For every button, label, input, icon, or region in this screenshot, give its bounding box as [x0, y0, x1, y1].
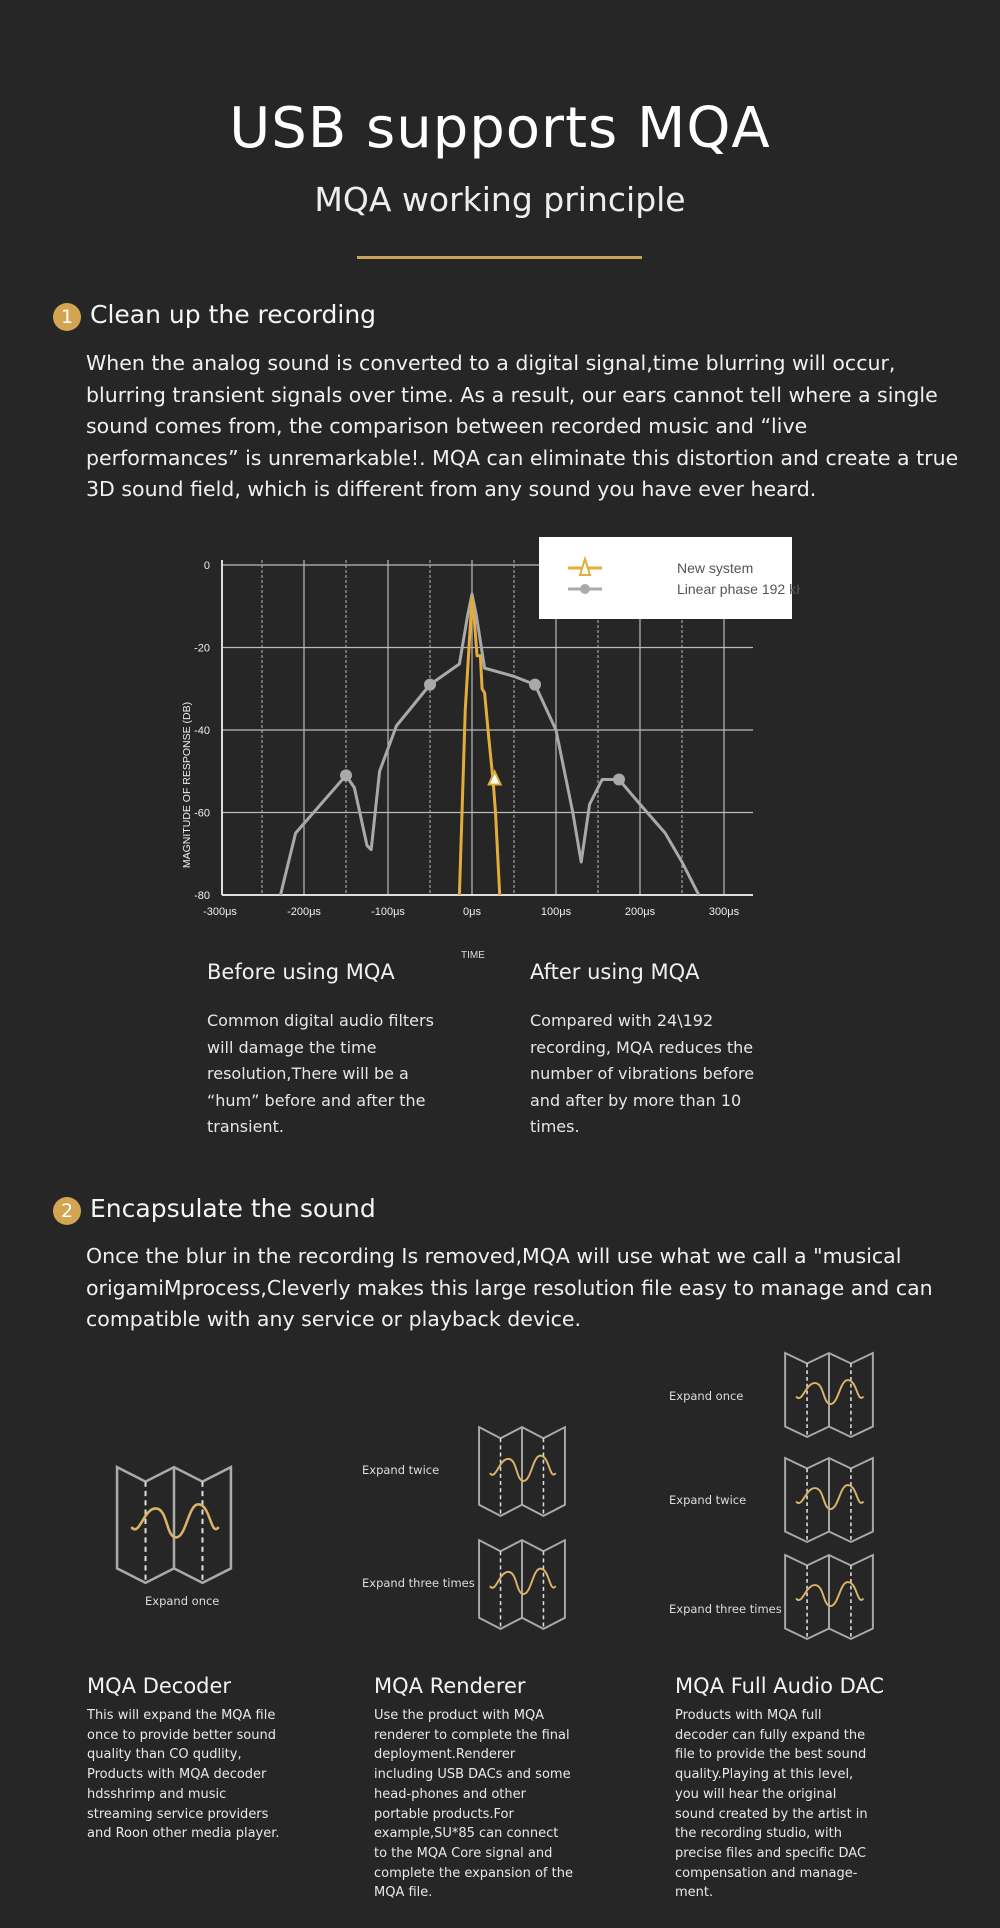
x-tick-label: -300μs	[203, 906, 237, 918]
renderer-text: Use the product with MQA renderer to com…	[374, 1708, 573, 1901]
before-text: Common digital audio filters will damage…	[207, 1011, 434, 1136]
y-tick-label: 0	[204, 560, 210, 572]
before-heading: Before using MQA	[207, 960, 395, 984]
x-tick-label: 200μs	[625, 906, 656, 918]
full-dac-text: Products with MQA full decoder can fully…	[675, 1708, 868, 1901]
folded-file-icon	[476, 1424, 568, 1519]
page-subtitle: MQA working principle	[314, 180, 686, 219]
legend: New system Linear phase 192 kHz	[539, 537, 800, 619]
label-expand-once: Expand once	[145, 1594, 220, 1608]
y-tick-label: -60	[194, 808, 210, 820]
step-badge-1: 1	[53, 303, 81, 331]
label-expand-once: Expand once	[669, 1389, 744, 1403]
x-tick-label: -200μs	[287, 906, 321, 918]
y-axis-label: MAGNITUDE OF RESPONSE (DB)	[181, 702, 193, 868]
after-text: Compared with 24\192 recording, MQA redu…	[530, 1011, 755, 1136]
legend-linear-phase: Linear phase 192 kHz	[677, 581, 800, 597]
folded-file-icon	[782, 1455, 876, 1545]
data-point	[487, 769, 503, 786]
circle-marker-icon	[580, 584, 590, 594]
x-tick-label: 300μs	[709, 906, 740, 918]
y-tick-label: -20	[194, 643, 210, 655]
data-point	[340, 769, 352, 782]
section-paragraph-1: When the analog sound is converted to a …	[86, 351, 959, 501]
section-heading-clean-up: Clean up the recording	[90, 300, 377, 329]
label-expand-three-times: Expand three times	[669, 1602, 782, 1616]
x-axis-label: TIME	[461, 950, 485, 961]
divider	[357, 256, 642, 259]
step-badge-2: 2	[53, 1197, 81, 1225]
data-point	[613, 773, 625, 786]
folded-file-icon	[476, 1537, 568, 1632]
full-dac-heading: MQA Full Audio DAC	[675, 1674, 885, 1698]
label-expand-twice: Expand twice	[669, 1493, 747, 1507]
folded-file-icon	[782, 1350, 876, 1440]
x-tick-label: 100μs	[541, 906, 572, 918]
data-point	[424, 678, 436, 691]
response-chart: 0 -20 -40 -60 -80 -300μs -200μs -100μs 0μs 100μs 2…	[181, 537, 800, 961]
decoder-heading: MQA Decoder	[87, 1674, 232, 1698]
legend-new-system: New system	[677, 560, 753, 576]
triangle-marker-icon	[578, 555, 592, 576]
x-tick-label: 0μs	[463, 906, 481, 918]
label-expand-three-times: Expand three times	[362, 1576, 475, 1590]
renderer-heading: MQA Renderer	[374, 1674, 526, 1698]
data-point	[529, 678, 541, 691]
section-heading-encapsulate: Encapsulate the sound	[90, 1194, 376, 1223]
x-tick-label: -100μs	[371, 906, 405, 918]
y-tick-label: -40	[194, 725, 210, 737]
page-title: USB supports MQA	[229, 96, 771, 161]
folded-file-icon	[113, 1463, 235, 1587]
section-paragraph-2: Once the blur in the recording Is remove…	[86, 1244, 933, 1331]
folded-file-icon	[782, 1552, 876, 1642]
label-expand-twice: Expand twice	[362, 1463, 440, 1477]
y-tick-label: -80	[194, 890, 210, 902]
after-heading: After using MQA	[530, 960, 700, 984]
decoder-text: This will expand the MQA file once to pr…	[87, 1708, 280, 1842]
